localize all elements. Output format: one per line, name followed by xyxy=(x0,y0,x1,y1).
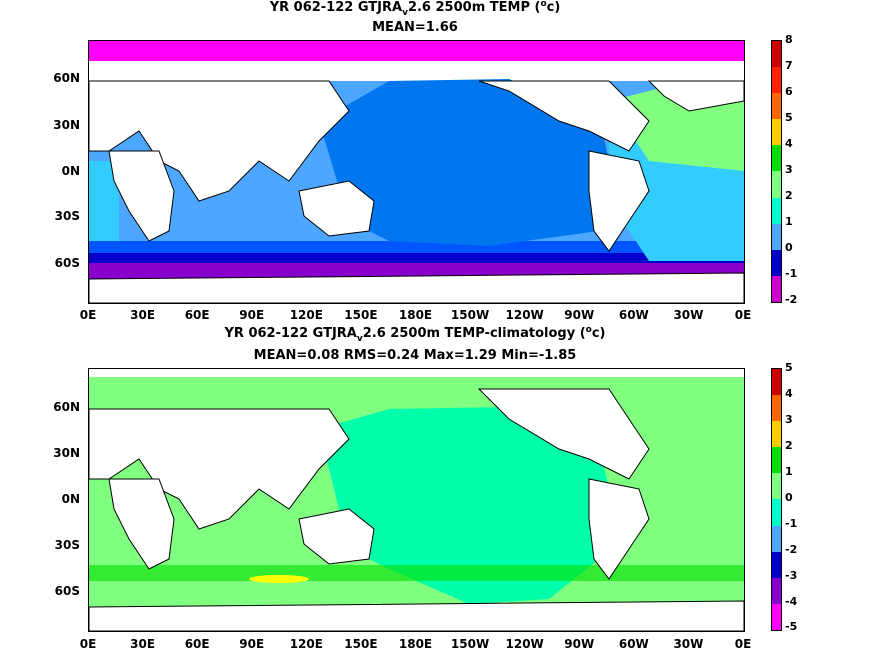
lat-label: 60S xyxy=(54,584,80,598)
cbar1-label: 0 xyxy=(785,241,793,254)
panel2-map xyxy=(88,368,745,632)
cbar2-label: 2 xyxy=(785,439,793,452)
cbar1-label: 7 xyxy=(785,59,793,72)
lat-label: 30N xyxy=(53,446,80,460)
lon-label: 0E xyxy=(79,308,97,322)
cbar1-label: 1 xyxy=(785,215,793,228)
panel1-title: YR 062-122 GTJRAv2.6 2500m TEMP (oc) xyxy=(269,0,561,18)
cbar1-label: 3 xyxy=(785,163,793,176)
panel1-colorbar xyxy=(771,40,782,303)
cbar1-label: 8 xyxy=(785,33,793,46)
cbar2-label: 4 xyxy=(785,387,793,400)
cbar2-label: 5 xyxy=(785,361,793,374)
lat-label: 0N xyxy=(61,164,80,178)
lon-label: 0E xyxy=(734,308,752,322)
lon-label: 60E xyxy=(184,308,210,322)
lon-label: 0E xyxy=(734,637,752,651)
lon-label: 90W xyxy=(564,308,595,322)
cbar1-label: 2 xyxy=(785,189,793,202)
lon-label: 120E xyxy=(289,308,323,322)
lon-label: 60E xyxy=(184,637,210,651)
lon-label: 180E xyxy=(398,637,433,651)
lon-label: 150W xyxy=(450,637,490,651)
cbar2-label: 3 xyxy=(785,413,793,426)
lon-label: 150E xyxy=(344,637,378,651)
lon-label: 30W xyxy=(673,637,704,651)
cbar2-label: -4 xyxy=(785,595,798,608)
panel1-stats: MEAN=1.66 xyxy=(372,20,458,35)
lon-label: 60W xyxy=(618,308,649,322)
cbar1-label: 4 xyxy=(785,137,793,150)
panel1-map xyxy=(88,40,745,304)
lon-label: 30W xyxy=(673,308,704,322)
lon-label: 30E xyxy=(130,308,156,322)
lon-label: 120W xyxy=(505,308,544,322)
panel2-colorbar xyxy=(771,368,782,631)
cbar1-label: -1 xyxy=(785,267,798,280)
cbar2-label: -3 xyxy=(785,569,798,582)
lon-label: 90E xyxy=(239,308,265,322)
panel2-title: YR 062-122 GTJRAv2.6 2500m TEMP-climatol… xyxy=(224,325,606,344)
lon-label: 90E xyxy=(239,637,265,651)
lat-label: 60N xyxy=(53,71,80,85)
cbar1-label: 5 xyxy=(785,111,793,124)
lon-label: 120W xyxy=(505,637,544,651)
lat-label: 60N xyxy=(53,400,80,414)
lon-label: 180E xyxy=(398,308,433,322)
lat-label: 30S xyxy=(54,209,80,223)
cbar2-label: 0 xyxy=(785,491,793,504)
lon-label: 120E xyxy=(289,637,323,651)
cbar2-label: -1 xyxy=(785,517,798,530)
lat-label: 30S xyxy=(54,538,80,552)
lat-label: 60S xyxy=(54,256,80,270)
lon-label: 90W xyxy=(564,637,595,651)
cbar2-label: 1 xyxy=(785,465,793,478)
lon-label: 30E xyxy=(130,637,156,651)
cbar2-label: -5 xyxy=(785,620,798,633)
panel2-stats: MEAN=0.08 RMS=0.24 Max=1.29 Min=-1.85 xyxy=(253,348,577,363)
cbar2-label: -2 xyxy=(785,543,798,556)
lon-label: 150W xyxy=(450,308,490,322)
lon-label: 60W xyxy=(618,637,649,651)
lon-label: 0E xyxy=(79,637,97,651)
lon-label: 150E xyxy=(344,308,378,322)
cbar1-label: 6 xyxy=(785,85,793,98)
lat-label: 30N xyxy=(53,118,80,132)
lat-label: 0N xyxy=(61,492,80,506)
cbar1-label: -2 xyxy=(785,293,798,306)
